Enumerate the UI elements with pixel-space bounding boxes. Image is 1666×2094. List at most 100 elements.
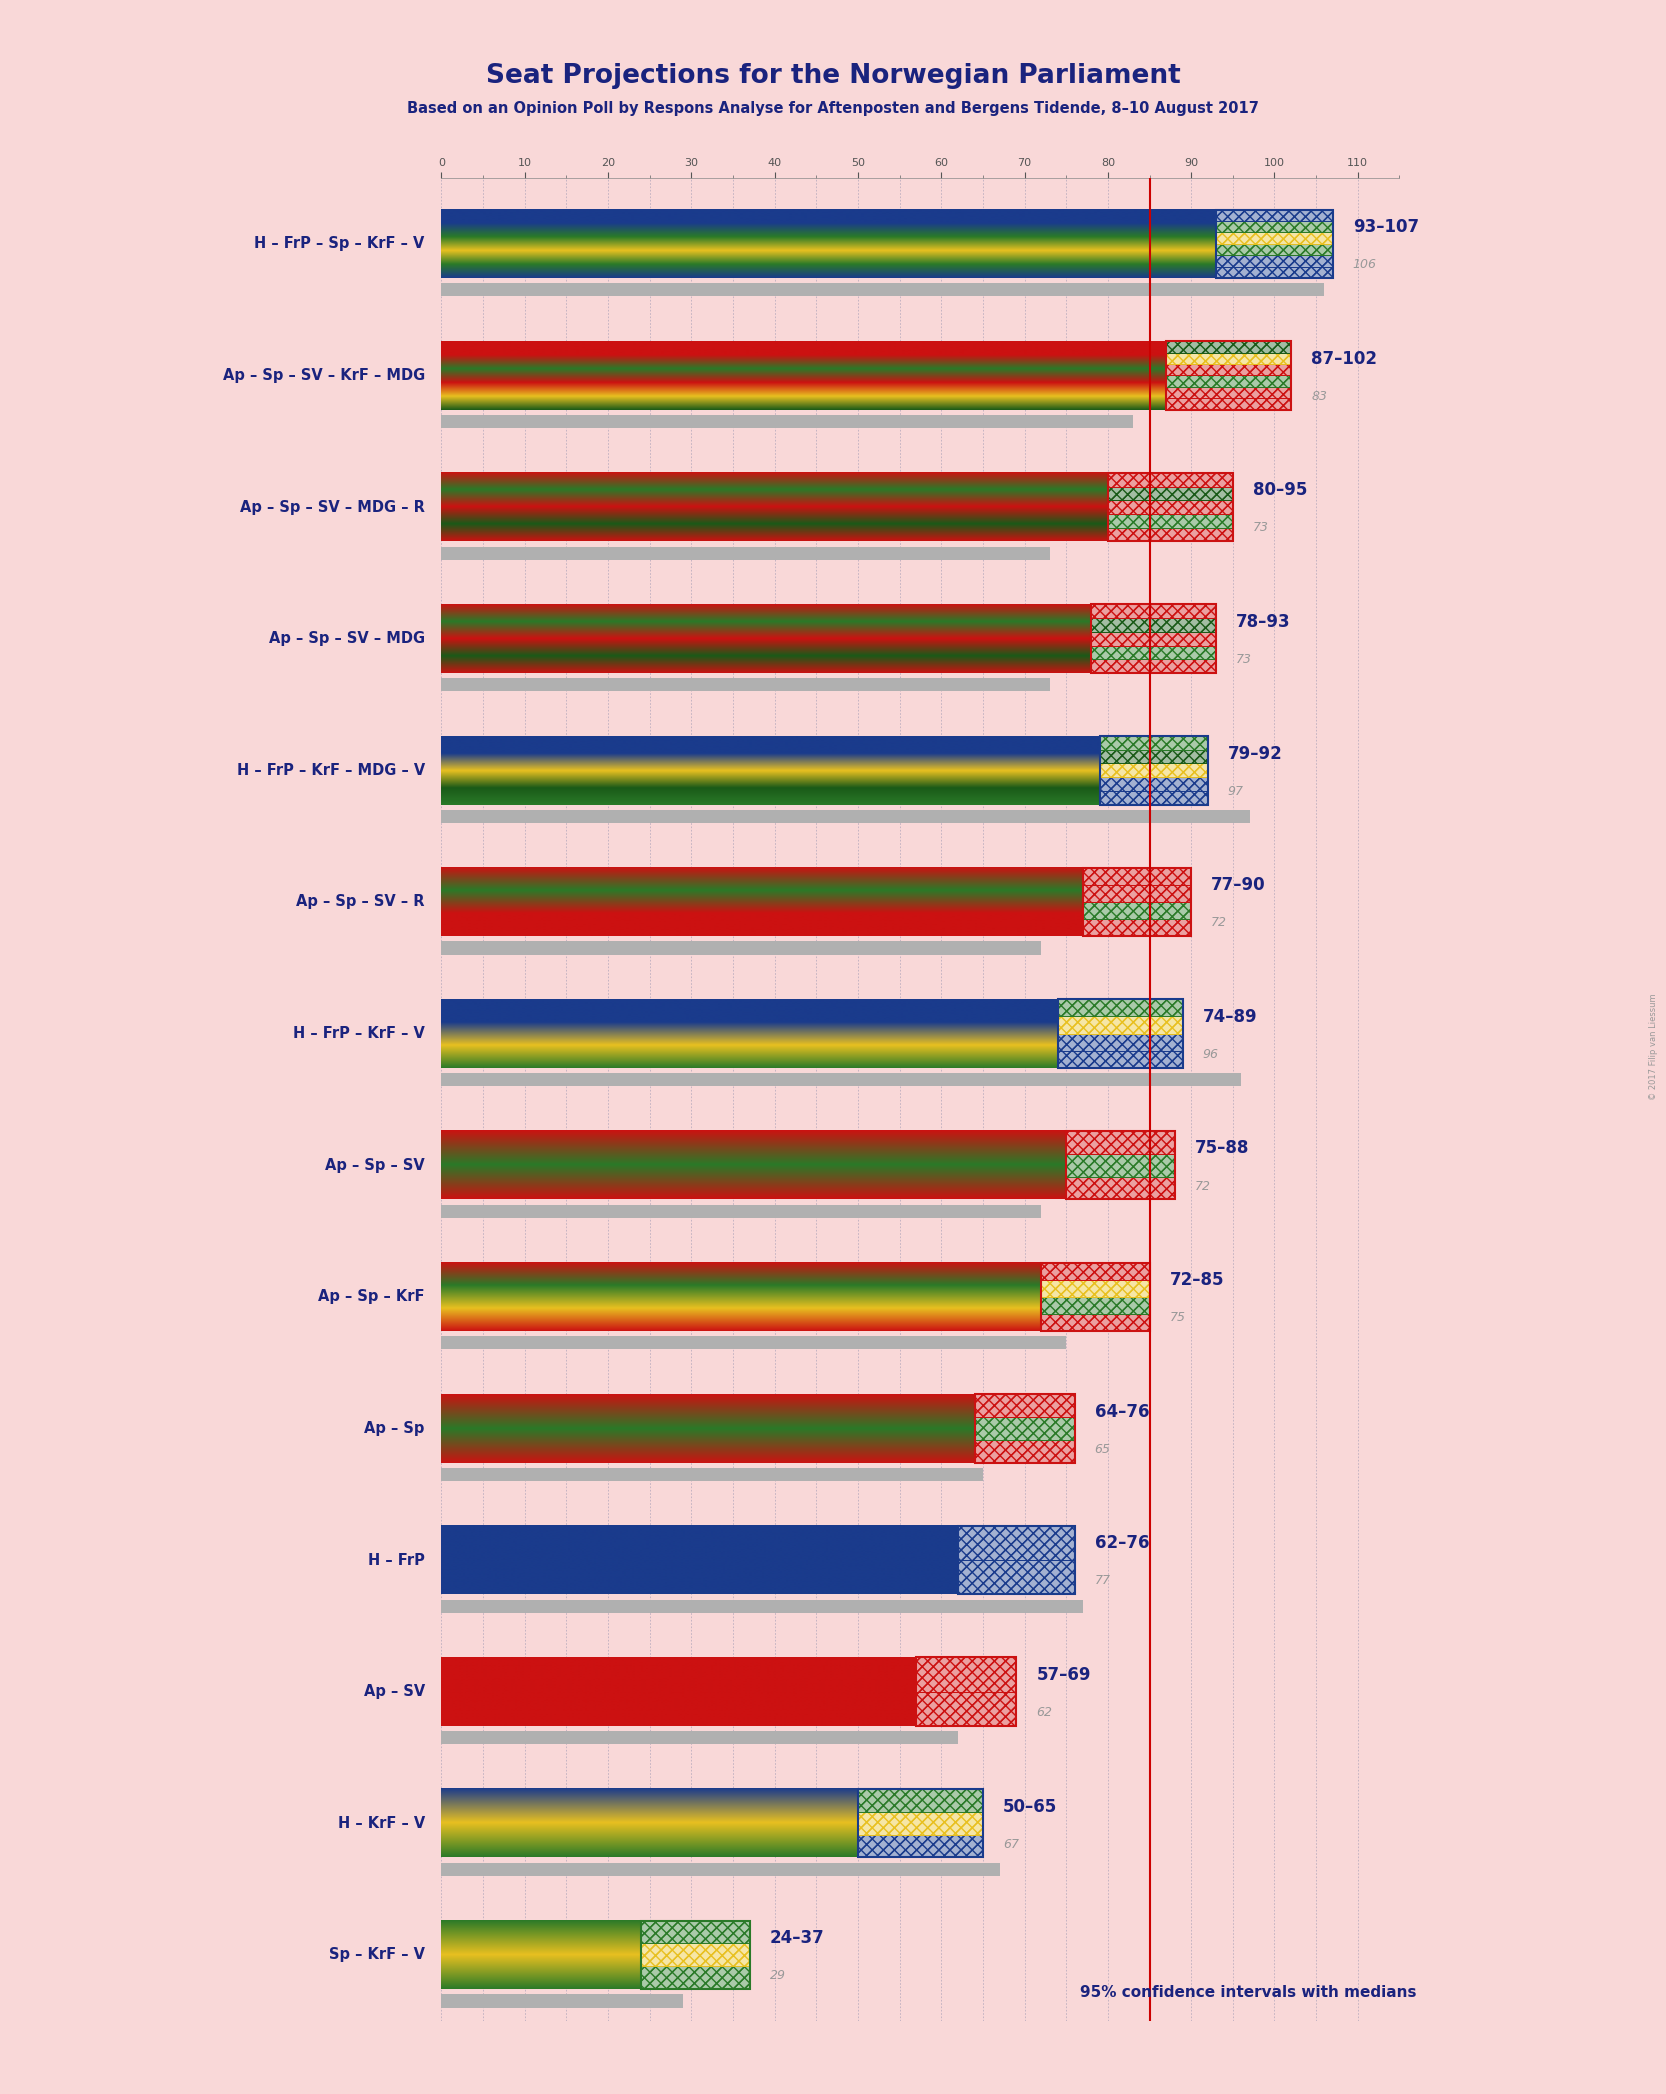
Bar xyxy=(1100,737,1208,750)
Bar xyxy=(975,1395,1075,1418)
Bar xyxy=(1100,737,1208,750)
Bar xyxy=(1166,341,1291,352)
Text: 96: 96 xyxy=(1203,1047,1220,1062)
Bar xyxy=(1041,1263,1150,1279)
Bar xyxy=(1041,1279,1150,1296)
Bar xyxy=(641,1943,750,1966)
Bar xyxy=(1058,1051,1183,1068)
Bar xyxy=(641,1966,750,1989)
Bar xyxy=(441,415,1133,427)
Text: 77–90: 77–90 xyxy=(1211,875,1266,894)
Bar xyxy=(1216,243,1333,255)
Bar xyxy=(1058,1034,1183,1051)
Bar xyxy=(1083,903,1191,919)
Bar xyxy=(858,1788,983,1811)
Bar xyxy=(441,1204,1041,1219)
Bar xyxy=(1058,1016,1183,1034)
Bar xyxy=(1108,500,1233,513)
Bar xyxy=(641,1943,750,1966)
Text: 97: 97 xyxy=(1228,785,1245,798)
Bar xyxy=(1041,1296,1150,1313)
Bar xyxy=(441,547,1050,559)
Bar xyxy=(1100,737,1208,750)
Text: © 2017 Filip van Liessum: © 2017 Filip van Liessum xyxy=(1649,995,1658,1099)
Text: 73: 73 xyxy=(1236,653,1253,666)
Bar xyxy=(975,1418,1075,1441)
Bar xyxy=(1066,1177,1175,1200)
Bar xyxy=(441,1732,958,1744)
Bar xyxy=(1066,1131,1175,1200)
Bar xyxy=(958,1560,1075,1594)
Text: 64–76: 64–76 xyxy=(1095,1403,1150,1420)
Bar xyxy=(1166,398,1291,410)
Bar xyxy=(1216,232,1333,243)
Bar xyxy=(1166,364,1291,375)
Text: Sp – KrF – V: Sp – KrF – V xyxy=(328,1947,425,1962)
Bar xyxy=(975,1418,1075,1441)
Bar xyxy=(958,1560,1075,1594)
Text: 57–69: 57–69 xyxy=(1036,1667,1091,1684)
Bar xyxy=(1108,486,1233,500)
Bar xyxy=(441,810,1250,823)
Bar xyxy=(1166,341,1291,352)
Bar xyxy=(1216,266,1333,279)
Bar xyxy=(958,1560,1075,1594)
Bar xyxy=(1058,1016,1183,1034)
Bar xyxy=(1058,1034,1183,1051)
Bar xyxy=(1216,255,1333,266)
Bar xyxy=(641,1920,750,1943)
Bar xyxy=(1066,1154,1175,1177)
Bar xyxy=(975,1395,1075,1418)
Bar xyxy=(1091,632,1216,645)
Bar xyxy=(1108,473,1233,540)
Bar xyxy=(1091,660,1216,672)
Bar xyxy=(1108,513,1233,528)
Bar xyxy=(1091,618,1216,632)
Bar xyxy=(1091,605,1216,672)
Bar xyxy=(1083,867,1191,886)
Bar xyxy=(858,1834,983,1857)
Bar xyxy=(1108,513,1233,528)
Bar xyxy=(1091,660,1216,672)
Bar xyxy=(1216,232,1333,243)
Bar xyxy=(1091,618,1216,632)
Text: Ap – Sp – SV – MDG – R: Ap – Sp – SV – MDG – R xyxy=(240,500,425,515)
Bar xyxy=(1166,387,1291,398)
Bar xyxy=(1083,886,1191,903)
Bar xyxy=(1108,500,1233,513)
Text: 74–89: 74–89 xyxy=(1203,1007,1258,1026)
Bar xyxy=(1100,764,1208,777)
Text: 72: 72 xyxy=(1211,917,1228,930)
Bar xyxy=(641,1920,750,1943)
Bar xyxy=(1041,1296,1150,1313)
Text: H – FrP – KrF – V: H – FrP – KrF – V xyxy=(293,1026,425,1041)
Bar xyxy=(1041,1313,1150,1332)
Bar xyxy=(1108,473,1233,486)
Bar xyxy=(1100,792,1208,804)
Bar xyxy=(1066,1154,1175,1177)
Bar xyxy=(1058,1034,1183,1051)
Bar xyxy=(1083,919,1191,936)
Bar xyxy=(1091,605,1216,618)
Text: H – FrP – Sp – KrF – V: H – FrP – Sp – KrF – V xyxy=(255,237,425,251)
Bar xyxy=(1066,1177,1175,1200)
Bar xyxy=(441,942,1041,955)
Bar xyxy=(975,1441,1075,1462)
Bar xyxy=(1166,352,1291,364)
Bar xyxy=(1108,500,1233,513)
Bar xyxy=(975,1418,1075,1441)
Bar xyxy=(1066,1154,1175,1177)
Bar xyxy=(916,1658,1016,1692)
Bar xyxy=(1100,750,1208,764)
Bar xyxy=(1166,375,1291,387)
Text: Ap – Sp – KrF: Ap – Sp – KrF xyxy=(318,1290,425,1305)
Bar xyxy=(1058,1016,1183,1034)
Bar xyxy=(1041,1263,1150,1279)
Bar xyxy=(1108,513,1233,528)
Bar xyxy=(441,1864,1000,1876)
Bar xyxy=(441,283,1324,297)
Bar xyxy=(1066,1177,1175,1200)
Bar xyxy=(975,1395,1075,1462)
Text: 80–95: 80–95 xyxy=(1253,482,1308,498)
Bar xyxy=(1041,1263,1150,1279)
